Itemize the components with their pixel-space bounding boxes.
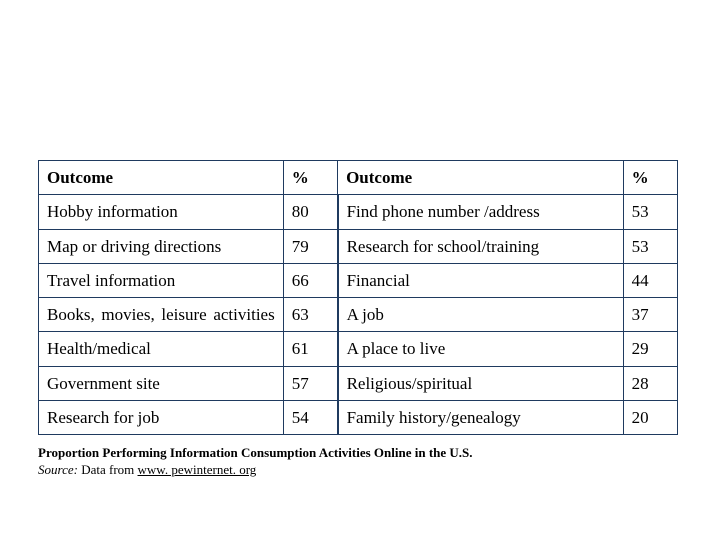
- cell-outcome-b: Research for school/training: [338, 229, 624, 263]
- cell-outcome-a: Government site: [39, 366, 284, 400]
- outcome-table: Outcome % Outcome % Hobby information80F…: [38, 160, 678, 435]
- cell-outcome-a: Map or driving directions: [39, 229, 284, 263]
- caption-title: Proportion Performing Information Consum…: [38, 445, 473, 460]
- cell-pct-a: 80: [283, 195, 337, 229]
- table-row: Government site57Religious/spiritual28: [39, 366, 678, 400]
- cell-pct-b: 28: [623, 366, 677, 400]
- cell-pct-b: 53: [623, 195, 677, 229]
- table-row: Hobby information80Find phone number /ad…: [39, 195, 678, 229]
- cell-outcome-b: Financial: [338, 263, 624, 297]
- caption-source-text: Data from: [78, 462, 138, 477]
- cell-outcome-a: Travel information: [39, 263, 284, 297]
- table-row: Books, movies, leisure activities63A job…: [39, 298, 678, 332]
- table-row: Travel information66Financial44: [39, 263, 678, 297]
- cell-outcome-a: Books, movies, leisure activities: [39, 298, 284, 332]
- table-row: Research for job54Family history/genealo…: [39, 400, 678, 434]
- caption-source-label: Source:: [38, 462, 78, 477]
- cell-pct-a: 61: [283, 332, 337, 366]
- cell-pct-b: 29: [623, 332, 677, 366]
- cell-pct-a: 79: [283, 229, 337, 263]
- cell-pct-b: 44: [623, 263, 677, 297]
- cell-pct-a: 63: [283, 298, 337, 332]
- col-header-outcome-a: Outcome: [39, 161, 284, 195]
- cell-outcome-a: Research for job: [39, 400, 284, 434]
- cell-outcome-b: Find phone number /address: [338, 195, 624, 229]
- cell-outcome-a: Health/medical: [39, 332, 284, 366]
- cell-outcome-b: A place to live: [338, 332, 624, 366]
- cell-outcome-b: A job: [338, 298, 624, 332]
- col-header-pct-b: %: [623, 161, 677, 195]
- caption-source-link: www. pewinternet. org: [138, 462, 257, 477]
- col-header-outcome-b: Outcome: [338, 161, 624, 195]
- table-header-row: Outcome % Outcome %: [39, 161, 678, 195]
- cell-outcome-b: Family history/genealogy: [338, 400, 624, 434]
- cell-pct-a: 54: [283, 400, 337, 434]
- col-header-pct-a: %: [283, 161, 337, 195]
- table-row: Map or driving directions79Research for …: [39, 229, 678, 263]
- table-body: Hobby information80Find phone number /ad…: [39, 195, 678, 435]
- cell-pct-a: 57: [283, 366, 337, 400]
- cell-pct-b: 53: [623, 229, 677, 263]
- cell-outcome-b: Religious/spiritual: [338, 366, 624, 400]
- cell-pct-a: 66: [283, 263, 337, 297]
- cell-pct-b: 37: [623, 298, 677, 332]
- table-row: Health/medical61A place to live29: [39, 332, 678, 366]
- caption: Proportion Performing Information Consum…: [38, 445, 678, 479]
- cell-outcome-a: Hobby information: [39, 195, 284, 229]
- cell-pct-b: 20: [623, 400, 677, 434]
